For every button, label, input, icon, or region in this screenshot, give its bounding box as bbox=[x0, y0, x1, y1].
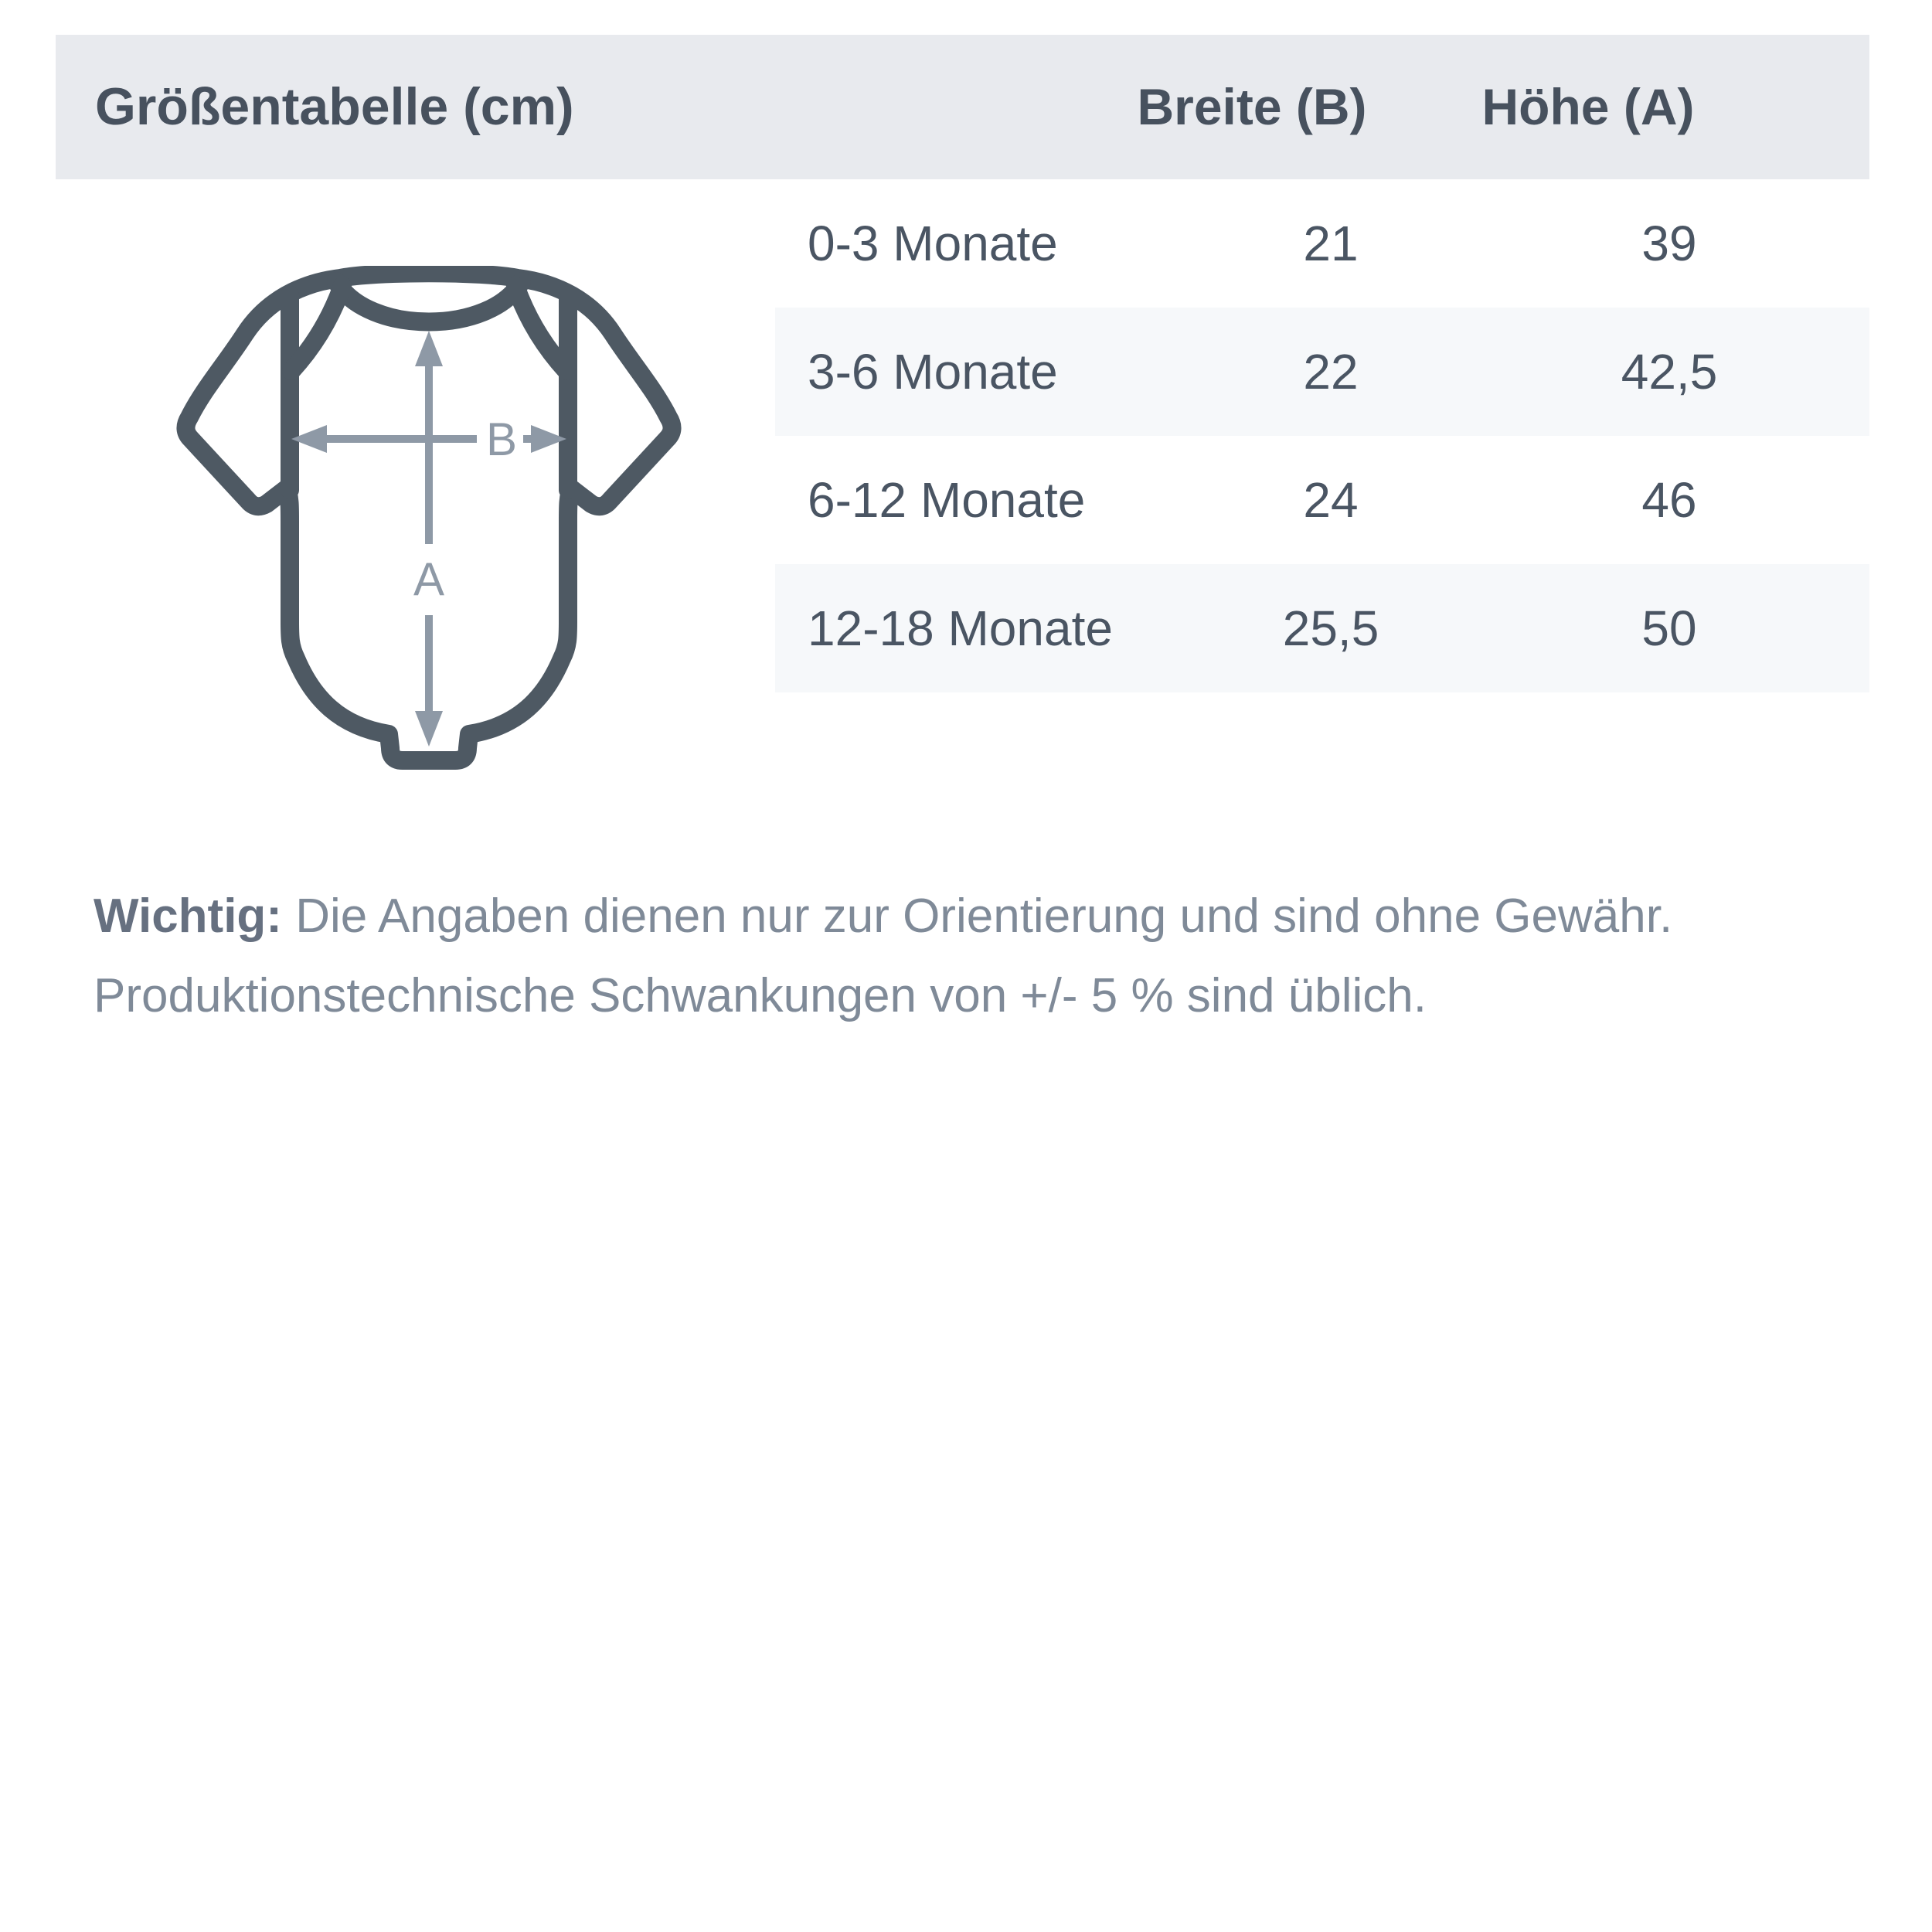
width-label: B bbox=[486, 413, 517, 465]
height-value: 39 bbox=[1641, 216, 1697, 271]
note-line-1: Die Angaben dienen nur zur Orientierung … bbox=[295, 889, 1673, 943]
bodysuit-diagram-icon: A B bbox=[176, 266, 682, 770]
row-label: 3-6 Monate bbox=[808, 344, 1058, 400]
height-value: 46 bbox=[1641, 472, 1697, 528]
measure-arrow-height bbox=[415, 331, 443, 747]
width-value: 21 bbox=[1303, 216, 1359, 271]
row-label: 6-12 Monate bbox=[808, 472, 1086, 528]
table-row: 3-6 Monate 22 42,5 bbox=[0, 308, 1932, 436]
table-header: Größentabelle (cm) Breite (B) Höhe (A) bbox=[56, 35, 1869, 179]
height-value: 50 bbox=[1641, 600, 1697, 656]
bodysuit-outline bbox=[176, 266, 682, 770]
note-lead: Wichtig: bbox=[94, 889, 282, 943]
measure-arrow-width bbox=[291, 425, 566, 453]
width-value: 24 bbox=[1303, 472, 1359, 528]
column-header-height: Höhe (A) bbox=[1481, 78, 1695, 135]
table-row: 0-3 Monate 21 39 bbox=[0, 179, 1932, 308]
width-value: 22 bbox=[1303, 344, 1359, 400]
page-title: Größentabelle (cm) bbox=[95, 77, 574, 136]
width-value: 25,5 bbox=[1282, 600, 1379, 656]
height-label: A bbox=[413, 553, 444, 605]
table-row: 6-12 Monate 24 46 bbox=[0, 436, 1932, 564]
table-row: 12-18 Monate 25,5 50 bbox=[0, 564, 1932, 692]
note-line-2: Produktionstechnische Schwankungen von +… bbox=[94, 969, 1427, 1022]
disclaimer-note: Wichtig: Die Angaben dienen nur zur Orie… bbox=[94, 876, 1871, 1036]
row-label: 12-18 Monate bbox=[808, 600, 1113, 656]
row-label: 0-3 Monate bbox=[808, 216, 1058, 271]
height-value: 42,5 bbox=[1621, 344, 1718, 400]
column-header-width: Breite (B) bbox=[1137, 78, 1367, 135]
